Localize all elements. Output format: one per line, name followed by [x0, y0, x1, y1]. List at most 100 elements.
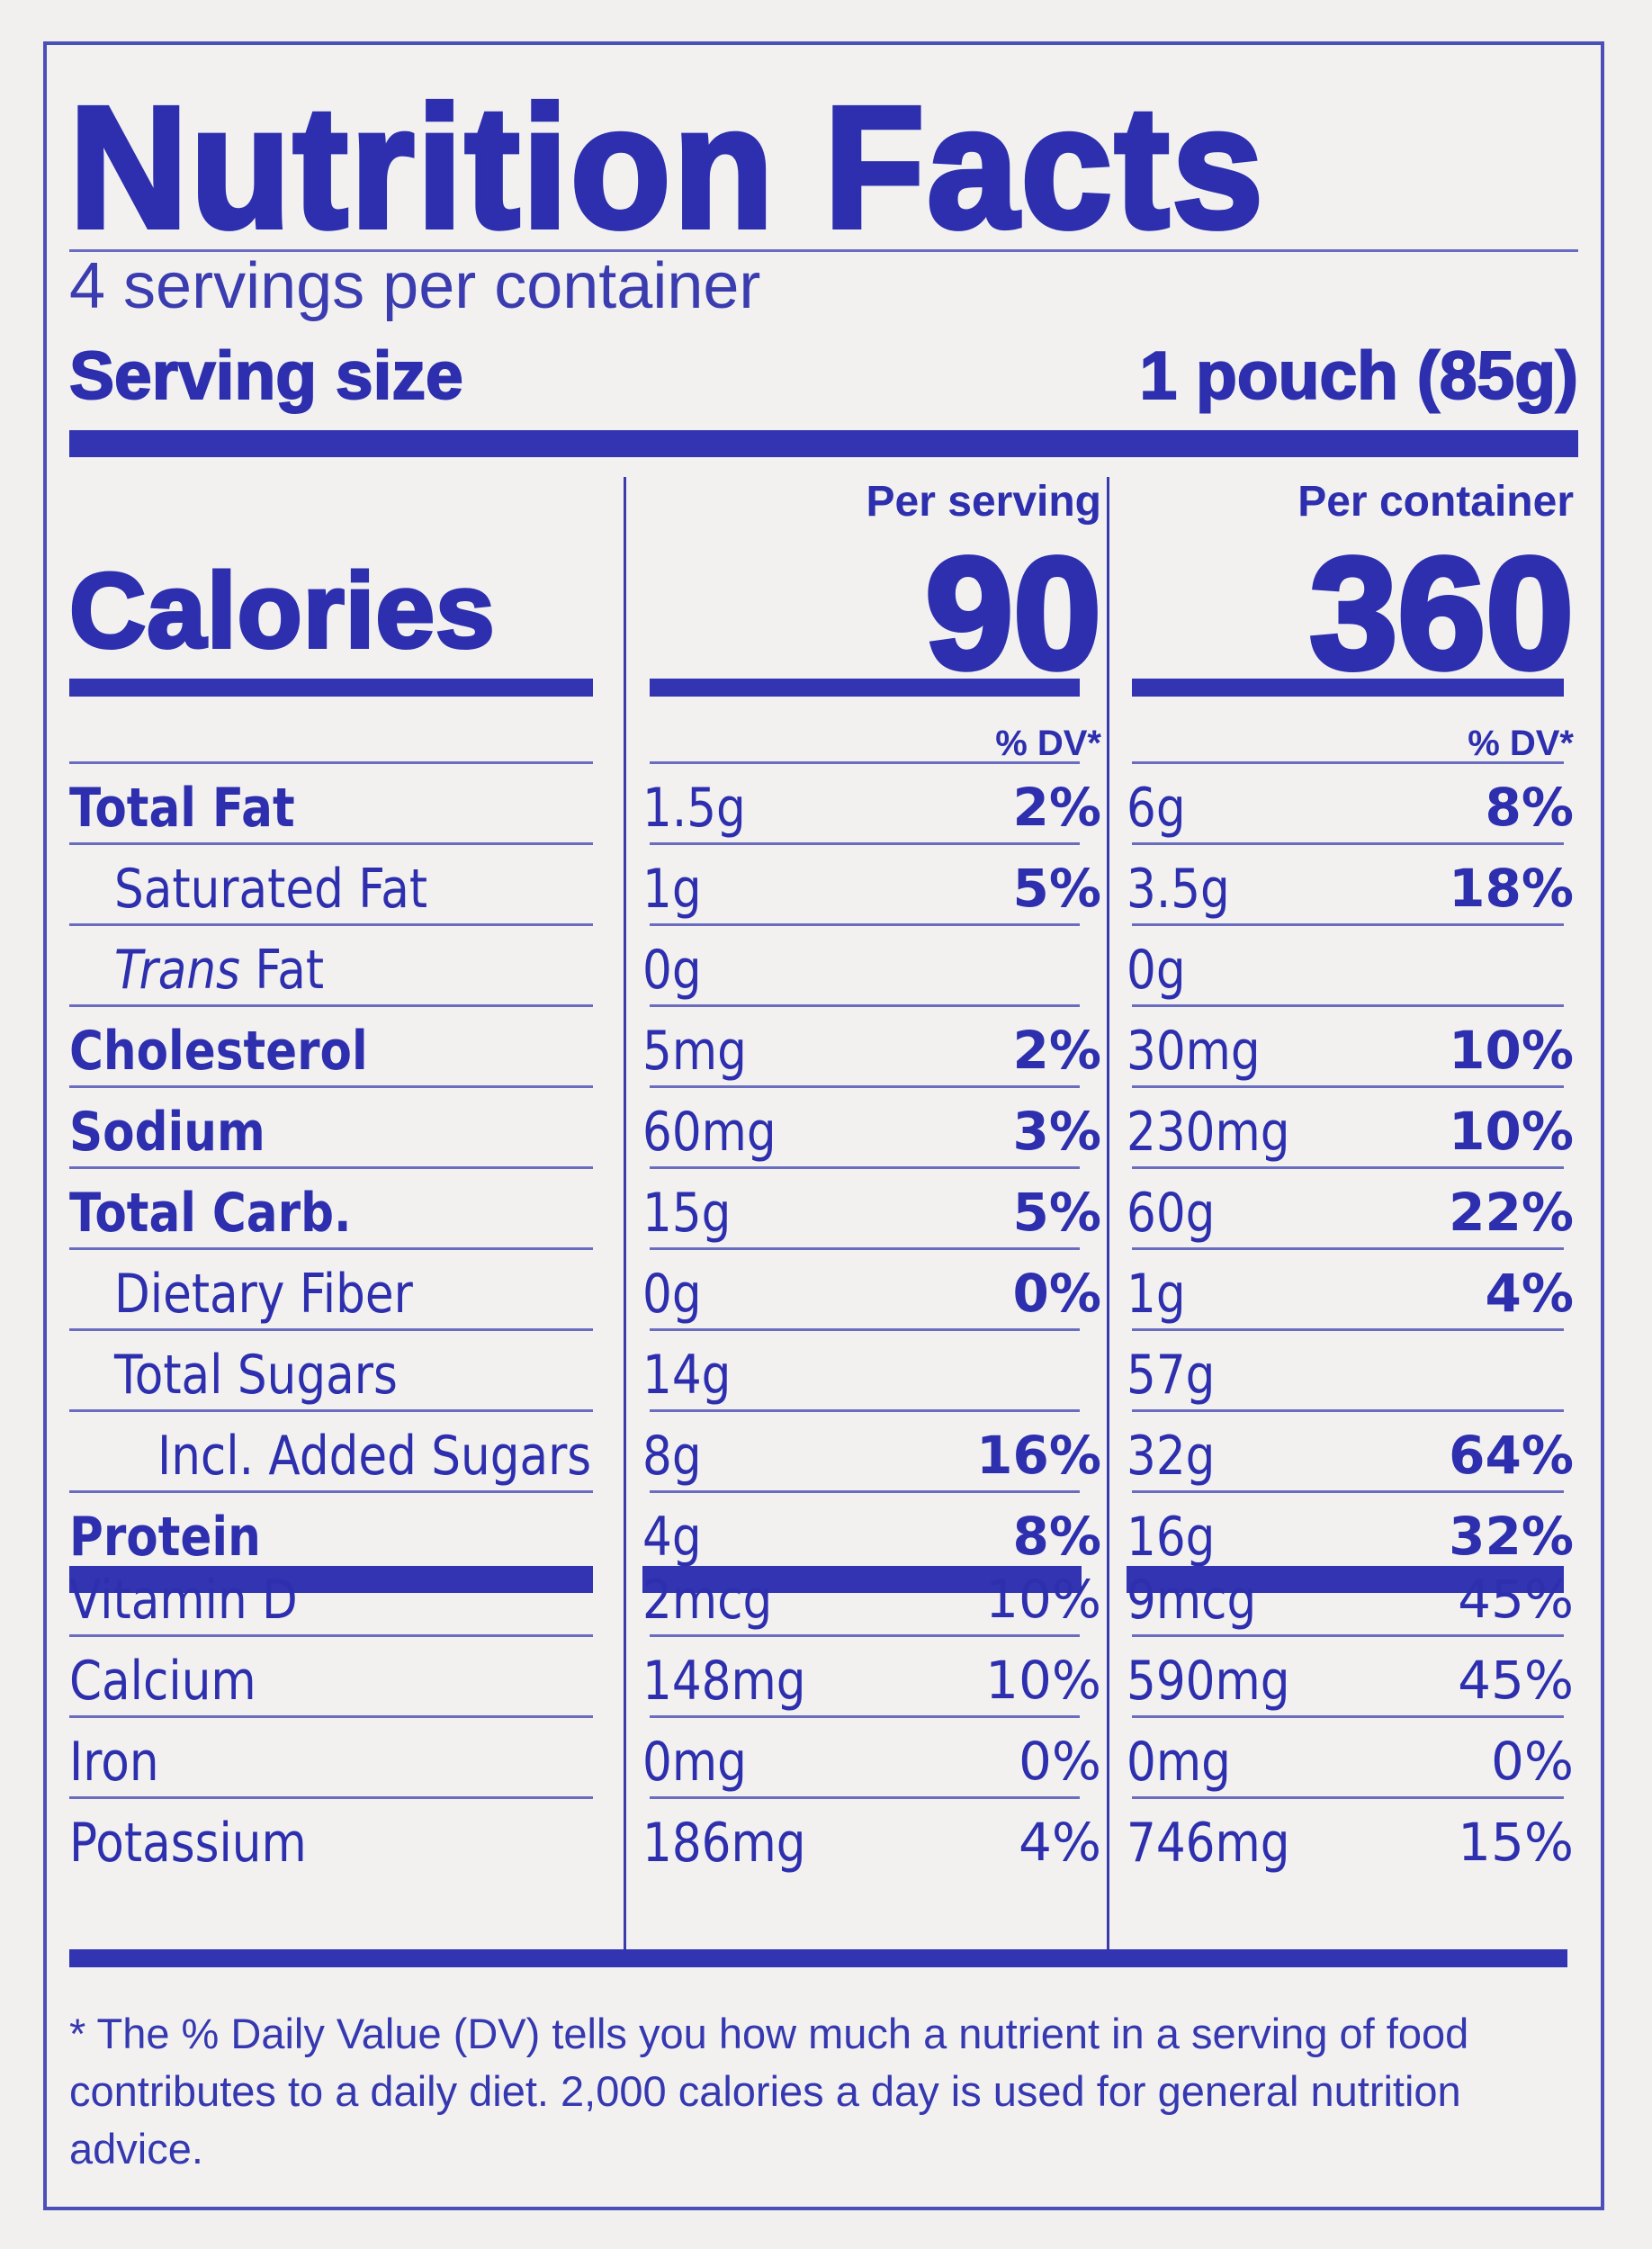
serving-amount: 60mg [642, 1101, 777, 1164]
container-dv: 45% [1458, 1650, 1574, 1711]
vitamin-row-divider [69, 1796, 593, 1799]
nutrition-facts-label: Nutrition Facts 4 servings per container… [43, 41, 1604, 2210]
row-divider [650, 1166, 1080, 1169]
nutrient-label-text: Total Sugars [114, 1344, 398, 1407]
row-divider [69, 1328, 593, 1331]
serving-amount: 0mg [642, 1731, 747, 1794]
nutrient-label-text: Cholesterol [69, 1020, 368, 1083]
serving-calories-rule [650, 679, 1080, 697]
container-dv: 4% [1485, 1263, 1574, 1324]
nutrient-label-text: Dietary Fiber [114, 1263, 413, 1326]
nutrient-label: Protein [69, 1510, 261, 1564]
container-dv: 64% [1449, 1425, 1574, 1486]
serving-dv: 3% [1012, 1101, 1101, 1162]
serving-amount: 186mg [642, 1812, 806, 1875]
row-divider [69, 1409, 593, 1412]
container-amount: 1g [1127, 1263, 1186, 1326]
container-dv: 15% [1458, 1812, 1574, 1873]
nutrient-label-text: Calcium [69, 1650, 256, 1713]
row-divider [1132, 842, 1564, 845]
serving-dv: 5% [1012, 1182, 1101, 1243]
row-divider [69, 1247, 593, 1250]
serving-amount: 0g [642, 1263, 702, 1326]
column-divider-2 [1107, 477, 1109, 1965]
row-divider [1132, 923, 1564, 926]
container-amount: 32g [1127, 1425, 1216, 1488]
row-divider [650, 1004, 1080, 1007]
nutrient-label-text: Potassium [69, 1812, 307, 1875]
serving-dv: 0% [1018, 1731, 1101, 1792]
row-divider [1132, 1328, 1564, 1331]
nutrient-label: Total Sugars [114, 1348, 398, 1402]
container-amount: 16g [1127, 1506, 1216, 1569]
nutrient-label-text: Sodium [69, 1101, 265, 1164]
container-amount: 0g [1127, 939, 1186, 1002]
row-divider [1132, 1490, 1564, 1493]
nutrient-label: Incl. Added Sugars [157, 1429, 591, 1483]
serving-dv: 10% [985, 1569, 1101, 1630]
row-divider [650, 1328, 1080, 1331]
nutrient-label-text: Fat [239, 939, 325, 1002]
container-dv: 10% [1449, 1101, 1574, 1162]
calories-label: Calories [67, 552, 497, 670]
container-dv: 18% [1449, 858, 1574, 919]
serving-dv: 2% [1012, 777, 1101, 838]
serving-amount: 1g [642, 858, 702, 921]
serving-dv: 2% [1012, 1020, 1101, 1081]
container-amount: 746mg [1127, 1812, 1290, 1875]
row-divider [69, 923, 593, 926]
container-amount: 9mcg [1127, 1569, 1257, 1632]
column-divider-1 [624, 477, 626, 1965]
daily-value-footnote: * The % Daily Value (DV) tells you how m… [69, 2010, 1469, 2173]
serving-dv: 0% [1012, 1263, 1101, 1324]
serving-dv: 16% [976, 1425, 1101, 1486]
nutrient-label-text: Vitamin D [69, 1569, 298, 1632]
row-divider [1132, 761, 1564, 764]
row-divider [1132, 1715, 1564, 1718]
row-divider [1132, 1166, 1564, 1169]
row-divider [650, 1715, 1080, 1718]
nutrient-label: Total Carb. [69, 1186, 352, 1240]
per-container-header: Per container [1297, 478, 1574, 526]
container-amount: 3.5g [1127, 858, 1230, 921]
container-dv: 22% [1449, 1182, 1574, 1243]
calories-rule-left [69, 679, 593, 697]
serving-dv: 8% [1012, 1506, 1101, 1567]
container-dv: 32% [1449, 1506, 1574, 1567]
serving-size-value: 1 pouch (85g) [1138, 337, 1579, 413]
nutrient-label-italic: Trans [114, 939, 240, 1002]
container-amount: 60g [1127, 1182, 1216, 1245]
nutrient-label-text: Iron [69, 1731, 159, 1794]
nutrient-label: Dietary Fiber [114, 1267, 413, 1321]
nutrient-label: Total Fat [69, 781, 295, 835]
serving-amount: 15g [642, 1182, 732, 1245]
nutrient-label: Iron [69, 1735, 159, 1789]
row-divider [69, 1004, 593, 1007]
row-divider [69, 1166, 593, 1169]
container-dv: 45% [1458, 1569, 1574, 1630]
row-divider [650, 1490, 1080, 1493]
serving-dv: 4% [1018, 1812, 1101, 1873]
nutrient-label: Potassium [69, 1816, 307, 1870]
row-divider [650, 1634, 1080, 1637]
serving-dv-header: % DV* [995, 724, 1101, 763]
container-amount: 30mg [1127, 1020, 1261, 1083]
serving-amount: 4g [642, 1506, 702, 1569]
thick-rule-bottom [69, 1949, 1567, 1967]
per-serving-header: Per serving [866, 478, 1101, 526]
nutrient-label: Trans Fat [114, 943, 324, 997]
thick-rule-top [69, 430, 1578, 457]
vitamin-row-divider [69, 1634, 593, 1637]
row-divider [650, 761, 1080, 764]
container-dv-header: % DV* [1468, 724, 1574, 763]
serving-size-label: Serving size [68, 337, 464, 413]
row-divider [650, 923, 1080, 926]
container-amount: 230mg [1127, 1101, 1290, 1164]
serving-amount: 5mg [642, 1020, 747, 1083]
nutrient-label-text: Protein [69, 1506, 261, 1569]
row-divider [650, 1247, 1080, 1250]
row-divider [1132, 1634, 1564, 1637]
serving-amount: 14g [642, 1344, 732, 1407]
nutrient-label: Vitamin D [69, 1573, 298, 1627]
serving-amount: 1.5g [642, 777, 746, 840]
